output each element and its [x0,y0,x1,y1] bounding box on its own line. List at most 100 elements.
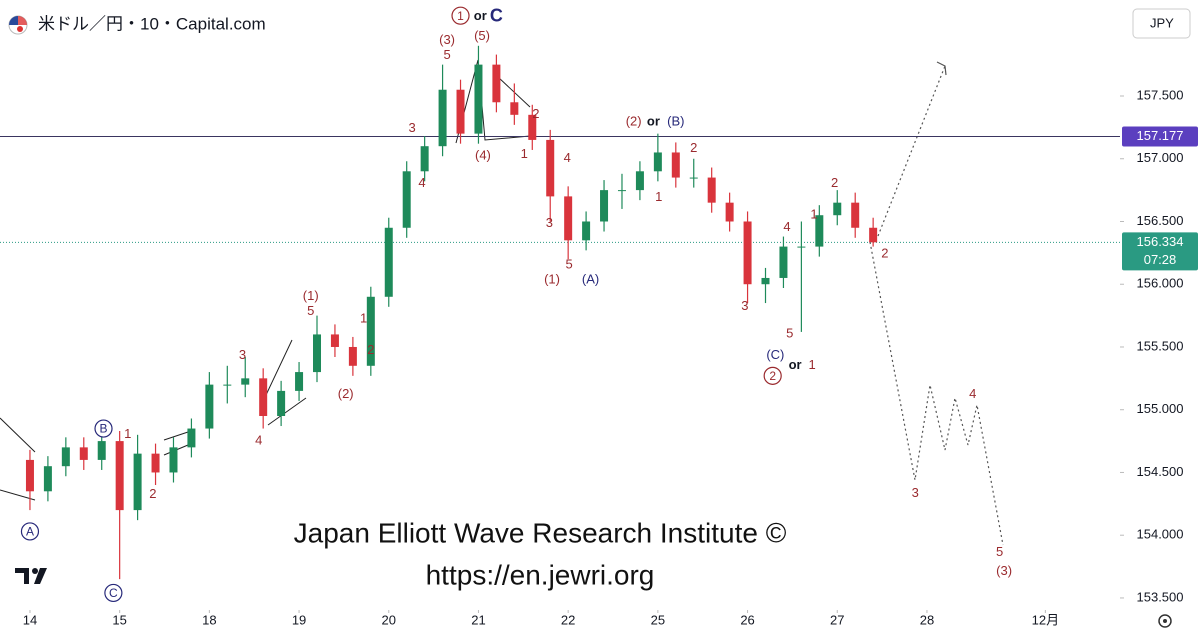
x-tick-label: 22 [561,612,575,627]
candle-body [151,453,160,473]
x-tick-label: 20 [382,612,396,627]
y-tick-label: 154.500 [1137,464,1184,479]
candle-body [815,215,824,247]
wave-label: (2) [626,114,642,129]
wave-label: 2 [831,175,838,190]
candle-body [689,177,698,179]
candle-body [205,384,214,429]
wave-label: 1 [655,189,662,204]
x-tick-label: 27 [830,612,844,627]
candle-body [456,89,465,134]
x-tick-label: 19 [292,612,306,627]
x-tick-label: 18 [202,612,216,627]
candle-body [635,171,644,191]
candle-body [761,277,770,285]
wave-label: 5 [786,326,793,341]
candle-body [653,152,662,172]
currency-button[interactable] [1132,8,1191,39]
candle-body [617,190,626,192]
x-tick-label: 25 [651,612,665,627]
wave-label: 4 [255,432,262,447]
candle-body [241,378,250,385]
tv-logo [15,568,47,584]
chart-title: 米ドル／円・10・Capital.com [38,14,266,33]
candle-body [115,441,124,511]
y-tick-label: 155.500 [1137,338,1184,353]
candle-body [61,447,70,467]
wave-label: 3 [912,485,919,500]
wave-label: or [474,8,487,23]
wave-label: 4 [969,386,976,401]
wave-label: 3 [239,347,246,362]
watermark: https://en.jewri.org [426,559,655,590]
wave-circle [94,419,113,438]
candle-body [869,227,878,243]
x-tick-label: 28 [920,612,934,627]
y-tick-label: 154.000 [1137,527,1184,542]
candle-body [546,139,555,197]
candle-body [797,246,806,248]
candle-body [313,334,322,373]
wave-label: 5 [443,47,450,62]
candle-body [223,384,232,386]
settings-icon[interactable] [1158,614,1172,628]
candle-body [779,246,788,278]
wave-circle [763,366,782,385]
x-tick-label: 21 [471,612,485,627]
wave-label: C [109,586,118,600]
candle-body [671,152,680,178]
candle-body [582,221,591,241]
wave-label: 1 [457,9,464,23]
candle-body [43,466,52,492]
candle-body [187,428,196,448]
wave-label: 2 [769,369,776,383]
wave-circle [451,6,470,25]
wave-label: 1 [360,311,367,326]
y-tick-label: 155.000 [1137,401,1184,416]
wave-label: 2 [367,342,374,357]
price-tag-label: 157.177 [1137,128,1184,143]
wave-label: or [647,114,660,129]
candle-body [438,89,447,147]
watermark: Japan Elliott Wave Research Institute © [294,517,787,548]
candle-body [295,372,304,391]
wave-label: (C) [766,347,784,362]
wave-label: 3 [741,298,748,313]
wave-label: 2 [149,486,156,501]
wave-label: 4 [564,150,571,165]
wave-label: (3) [996,563,1012,578]
wave-label: B [100,422,108,436]
wave-label: (1) [544,272,560,287]
y-tick-label: 157.000 [1137,150,1184,165]
candle-body [707,177,716,203]
wave-circle [20,522,40,541]
wave-label: (3) [439,32,455,47]
currency-label: JPY [1150,15,1174,30]
candle-body [169,447,178,473]
candle-body [366,296,375,366]
wave-label: 1 [124,426,131,441]
candle-body [420,146,429,172]
candle-body [743,221,752,285]
wave-label: 5 [307,303,314,318]
candle-body [725,202,734,222]
candle-body [402,171,411,228]
y-tick-label: 153.500 [1137,589,1184,604]
candle-body [564,196,573,241]
price-tag-label: 156.334 [1137,234,1184,249]
candle-body [600,190,609,222]
x-tick-label: 15 [112,612,126,627]
candle-body [330,334,339,347]
price-tag [1122,232,1198,271]
price-tag [1122,126,1198,147]
wave-label: 5 [565,257,572,272]
y-tick-label: 157.500 [1137,87,1184,102]
wave-label: A [26,525,34,539]
wave-label: 3 [408,120,415,135]
countdown-label: 07:28 [1144,252,1177,267]
candle-body [528,114,537,140]
x-tick-label: 26 [740,612,754,627]
wave-label: 1 [521,146,528,161]
candle-body [474,64,483,134]
